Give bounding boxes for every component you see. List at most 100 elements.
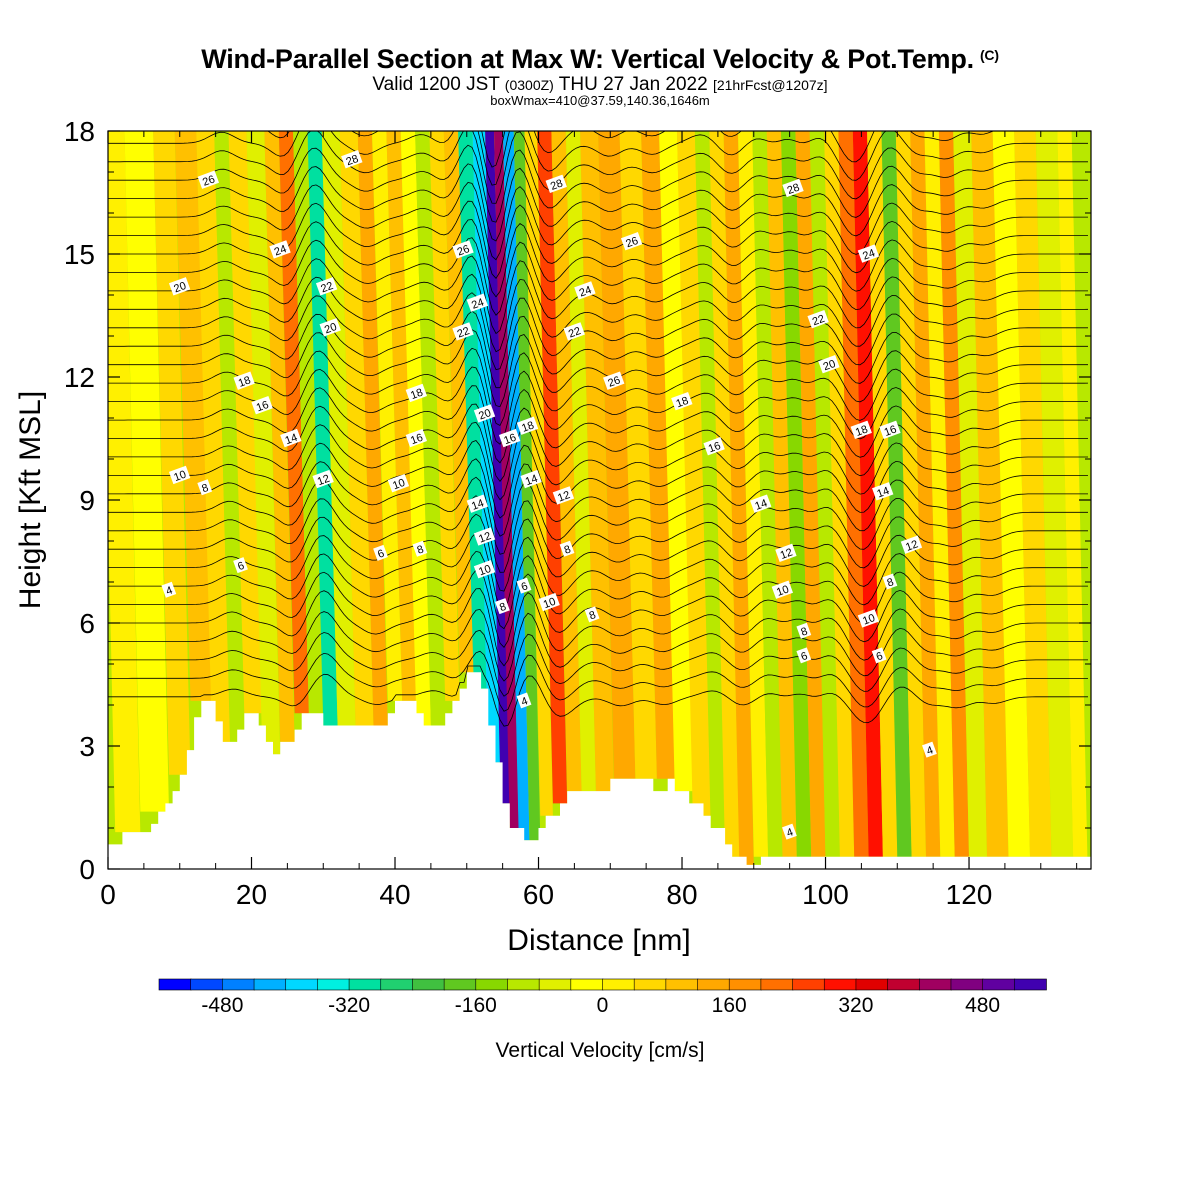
colorbar-swatch (317, 978, 350, 991)
contour-label-text: 10 (477, 563, 493, 578)
contour-label: 26 (620, 232, 643, 251)
w-column (153, 131, 191, 775)
contour-label-bg (552, 486, 575, 505)
contour-label-bg (520, 469, 542, 489)
contour-label-text: 22 (319, 280, 335, 295)
contour-label-text: 12 (316, 473, 332, 488)
w-column (619, 131, 657, 779)
theta-contour (108, 200, 1088, 279)
w-column (677, 131, 711, 816)
contour-label: 18 (850, 420, 872, 440)
contour-label-bg (315, 277, 338, 296)
contour-label: 16 (879, 420, 901, 440)
copyright-mark: (C) (979, 47, 999, 63)
contour-label-bg (280, 428, 302, 448)
colorbar-swatch (792, 978, 826, 991)
theta-contour (108, 219, 1088, 298)
contour-label: 20 (473, 404, 496, 423)
contour-label-text: 20 (822, 358, 838, 373)
contour-label-bg (545, 174, 567, 194)
contour-label-bg (584, 606, 600, 623)
contour-label: 16 (703, 437, 725, 456)
contour-label: 4 (516, 692, 532, 709)
contour-label-bg (452, 240, 474, 259)
contour-label-text: 20 (172, 280, 188, 295)
colorbar-swatch (222, 978, 255, 991)
contour-label-bg (405, 428, 428, 448)
w-column (372, 131, 403, 701)
theta-contour (108, 273, 1089, 353)
colorbar-tick-label: 480 (965, 994, 1000, 1017)
w-column (339, 131, 374, 726)
w-column (429, 131, 460, 701)
contour-label-text: 18 (237, 374, 253, 389)
contour-label: 12 (312, 469, 334, 489)
contour-label-bg (498, 428, 521, 448)
contour-label-bg (412, 540, 428, 557)
contour-label-bg (900, 535, 923, 554)
w-column (485, 131, 510, 804)
colorbar-swatch (158, 978, 192, 991)
theta-contour (108, 255, 1088, 335)
contour-label-bg (405, 383, 428, 403)
contour-label-text: 12 (779, 547, 795, 562)
contour-label: 26 (452, 240, 474, 259)
colorbar-swatch (190, 978, 224, 991)
contour-label-text: 18 (854, 424, 870, 439)
contour-label: 18 (233, 371, 255, 390)
contour-label-text: 18 (675, 395, 691, 410)
utc-time: (0300Z) (504, 77, 554, 93)
colorbar-swatch (823, 978, 857, 991)
x-tick-label: 20 (236, 879, 267, 910)
contour-label-bg (922, 741, 937, 758)
contour-label: 28 (341, 150, 363, 169)
contour-label-text: 4 (785, 826, 795, 839)
contour-label: 12 (775, 543, 797, 563)
y-tick-label: 6 (79, 608, 95, 639)
contour-label-text: 6 (376, 548, 386, 561)
colorbar-swatch (443, 978, 477, 991)
contour-label: 14 (520, 469, 542, 489)
theta-contour (108, 385, 1088, 464)
contour-label-bg (516, 577, 532, 594)
w-column (953, 131, 987, 857)
contour-label-text: 26 (456, 243, 472, 258)
contour-label: 6 (373, 544, 388, 561)
contour-label-text: 14 (284, 432, 300, 447)
contour-label-text: 8 (200, 482, 210, 495)
contour-label: 4 (922, 741, 937, 758)
w-column (838, 131, 869, 857)
contour-label: 18 (671, 391, 693, 411)
contour-label: 16 (498, 428, 521, 448)
contour-label-bg (782, 823, 797, 840)
theta-contour (108, 131, 1088, 186)
contour-label: 10 (387, 473, 410, 493)
colorbar-tick-label: -480 (201, 994, 243, 1017)
colorbar-swatch (475, 978, 509, 991)
contour-label-bg (771, 580, 794, 599)
contour-label-bg (473, 527, 496, 546)
contour-label: 10 (771, 580, 794, 599)
theta-contour (108, 310, 1088, 389)
contour-label-bg (233, 371, 255, 390)
contour-label: 22 (315, 277, 338, 296)
colorbar-swatch (760, 978, 794, 991)
colorbar-swatch (507, 978, 540, 991)
contour-label: 20 (818, 355, 840, 374)
chart-title: Wind-Parallel Section at Max W: Vertical… (0, 44, 1200, 75)
contour-labels: 4681016182024262814122220610816182624222… (161, 150, 937, 840)
contour-label-bg (538, 592, 560, 612)
w-column (278, 131, 309, 714)
contour-label-bg (796, 622, 812, 639)
contour-label: 22 (452, 322, 474, 341)
contour-label-text: 24 (470, 296, 486, 311)
contour-label: 6 (233, 557, 248, 573)
w-column (895, 131, 926, 857)
colorbar-swatch (982, 978, 1016, 991)
w-column (723, 131, 754, 865)
w-column (938, 131, 969, 857)
colorbar: -480 -320 -160 0 160 320 480 (158, 978, 1047, 1017)
contour-label-text: 28 (786, 182, 802, 197)
theta-contour (108, 476, 1088, 555)
w-column (108, 131, 141, 833)
